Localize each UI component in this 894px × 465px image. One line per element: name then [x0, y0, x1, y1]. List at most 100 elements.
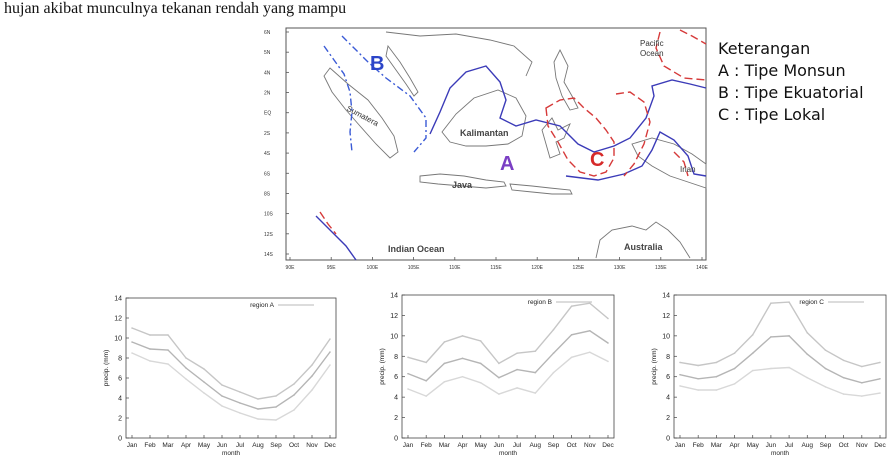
lon-tick-label: 135E: [655, 265, 667, 271]
data-point: [788, 301, 790, 303]
data-point: [311, 389, 313, 391]
y-tick-label: 4: [394, 395, 398, 402]
boundary-a-east: [565, 131, 707, 181]
data-point: [185, 378, 187, 380]
x-axis-label: month: [222, 450, 240, 457]
y-tick-label: 10: [114, 336, 122, 343]
plot-area: [401, 294, 615, 439]
y-tick-label: 8: [118, 356, 122, 363]
data-point: [715, 389, 718, 391]
series-line: [679, 301, 881, 368]
x-tick-label: Apr: [457, 442, 468, 449]
x-tick-label: Dec: [602, 442, 614, 449]
data-point: [534, 371, 537, 374]
boundary-south-west: [315, 215, 357, 261]
y-tick-label: 2: [666, 415, 670, 422]
data-point: [167, 363, 169, 365]
data-point: [570, 356, 573, 359]
data-point: [589, 329, 591, 332]
data-point: [842, 393, 845, 395]
y-tick-label: 2: [118, 416, 122, 423]
kalimantan-coast: [441, 89, 527, 147]
boundary-pacific-2: [679, 29, 707, 45]
lon-tick-label: 130E: [614, 265, 626, 271]
lat-tick-label: 4N: [264, 70, 271, 76]
coastlines: [323, 31, 707, 259]
data-point: [461, 375, 464, 378]
x-axis-label: month: [771, 450, 789, 457]
data-point: [479, 382, 482, 384]
data-point: [824, 386, 827, 388]
data-point: [879, 377, 881, 380]
data-point: [607, 360, 609, 363]
legend-item-c: C : Tipe Lokal: [718, 105, 826, 124]
data-point: [770, 336, 772, 338]
data-point: [131, 327, 133, 329]
data-point: [570, 334, 573, 336]
boundary-c-inner: [545, 97, 615, 177]
data-point: [239, 412, 241, 414]
mainland-coast: [385, 31, 533, 77]
region-letter-a: A: [500, 153, 514, 175]
data-point: [570, 305, 573, 308]
precip-chart-region-b: 0 2 4 6 8 10 12 14 Jan Feb Mar Apr May Jun Jul Aug Sep Oc…: [379, 293, 615, 458]
data-point: [407, 356, 409, 359]
sulawesi-coast: [541, 117, 571, 159]
data-point: [534, 392, 537, 394]
y-tick-label: 10: [662, 333, 670, 340]
data-point: [824, 367, 827, 370]
lat-tick-label: 8S: [264, 191, 271, 197]
data-point: [131, 352, 133, 354]
region-letter-b: B: [370, 53, 384, 75]
data-point: [879, 361, 881, 364]
data-point: [257, 398, 259, 400]
data-point: [329, 338, 331, 340]
x-tick-label: Feb: [421, 442, 433, 449]
lat-tick-label: 2N: [264, 91, 271, 97]
series-line: [679, 335, 881, 384]
data-point: [879, 392, 881, 394]
series-line: [131, 327, 331, 400]
data-point: [239, 391, 241, 393]
plot-area: [673, 294, 887, 439]
x-tick-label: Jun: [217, 442, 228, 449]
data-point: [479, 340, 482, 342]
data-point: [185, 367, 187, 369]
data-point: [461, 335, 464, 337]
data-point: [806, 376, 809, 379]
java-coast: [419, 173, 507, 189]
data-point: [733, 352, 736, 355]
y-axis-label: precip. (mm): [651, 348, 658, 384]
data-point: [770, 302, 772, 304]
y-tick-label: 6: [394, 374, 398, 381]
data-point: [329, 351, 331, 353]
data-point: [806, 353, 809, 356]
data-point: [221, 384, 223, 386]
data-point: [552, 352, 555, 355]
data-point: [516, 387, 518, 389]
x-tick-label: Feb: [144, 442, 156, 449]
boundary-c-outer: [615, 91, 651, 177]
data-point: [311, 375, 313, 377]
x-tick-label: Apr: [181, 442, 192, 449]
region-boundaries: [315, 29, 707, 261]
series-line: [407, 302, 609, 365]
y-tick-label: 8: [666, 354, 670, 361]
data-point: [534, 350, 537, 352]
data-point: [824, 349, 827, 351]
legend-entry: region B: [528, 299, 552, 306]
data-point: [516, 368, 518, 371]
boundary-a-north: [429, 65, 707, 153]
data-point: [425, 361, 427, 364]
label-kalimantan: Kalimantan: [460, 128, 509, 138]
lon-tick-label: 110E: [449, 265, 461, 271]
data-point: [733, 383, 736, 385]
lon-tick-label: 95E: [327, 265, 337, 271]
x-tick-label: Jul: [236, 442, 245, 449]
data-point: [498, 393, 500, 395]
data-point: [516, 352, 518, 355]
lat-tick-label: 10S: [264, 212, 274, 218]
series-line: [131, 341, 331, 410]
data-point: [407, 388, 409, 390]
x-tick-label: May: [475, 442, 488, 449]
